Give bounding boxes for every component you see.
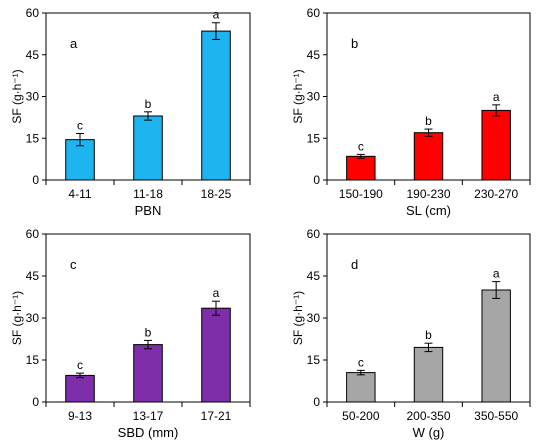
bar	[481, 289, 511, 403]
significance-letter: a	[493, 90, 500, 104]
y-tick-label: 45	[26, 48, 40, 62]
panel-label: b	[351, 36, 358, 51]
panel-label: c	[70, 257, 77, 272]
x-tick-label: 9-13	[68, 409, 92, 423]
x-tick-label: 13-17	[133, 409, 164, 423]
significance-letter: b	[425, 114, 432, 128]
bar	[481, 109, 511, 181]
x-tick-label: 50-200	[342, 409, 380, 423]
y-tick-label: 0	[313, 173, 320, 187]
significance-letter: c	[358, 355, 364, 369]
bar	[346, 372, 376, 403]
x-axis-label: W (g)	[413, 425, 445, 440]
significance-letter: c	[77, 119, 83, 133]
x-tick-label: 200-350	[406, 409, 450, 423]
y-tick-label: 30	[26, 90, 40, 104]
y-tick-label: 45	[307, 269, 321, 283]
x-tick-label: 150-190	[339, 187, 383, 201]
x-tick-label: 11-18	[133, 187, 163, 201]
y-axis-label: SF (g·h⁻¹)	[291, 291, 305, 345]
bar	[413, 132, 444, 181]
y-tick-label: 0	[32, 173, 39, 187]
bar	[413, 346, 444, 403]
y-tick-label: 45	[26, 269, 40, 283]
significance-letter: b	[145, 97, 152, 111]
y-tick-label: 45	[307, 48, 321, 62]
x-tick-label: 190-230	[406, 187, 450, 201]
bar	[201, 30, 231, 181]
bar	[346, 155, 376, 181]
x-tick-label: 230-270	[474, 187, 518, 201]
y-tick-label: 30	[26, 311, 40, 325]
y-tick-label: 15	[26, 353, 40, 367]
y-tick-label: 15	[307, 131, 321, 145]
x-axis-label: SL (cm)	[406, 203, 451, 218]
significance-letter: a	[493, 267, 500, 281]
y-tick-label: 60	[307, 6, 321, 20]
bar	[201, 307, 231, 403]
x-axis-label: SBD (mm)	[118, 425, 179, 440]
x-tick-label: 350-550	[474, 409, 518, 423]
y-tick-label: 60	[26, 227, 40, 241]
panel-label: a	[70, 36, 78, 51]
significance-letter: a	[213, 286, 220, 300]
y-tick-label: 0	[313, 395, 320, 409]
x-tick-label: 17-21	[201, 409, 232, 423]
panel-label: d	[351, 257, 358, 272]
bar	[133, 344, 163, 403]
y-axis-label: SF (g·h⁻¹)	[10, 69, 24, 123]
significance-letter: c	[358, 139, 364, 153]
y-tick-label: 0	[32, 395, 39, 409]
y-tick-label: 60	[307, 227, 321, 241]
y-axis-label: SF (g·h⁻¹)	[291, 69, 305, 123]
significance-letter: b	[425, 328, 432, 342]
y-tick-label: 30	[307, 311, 321, 325]
x-axis-label: PBN	[135, 203, 162, 218]
y-tick-label: 30	[307, 90, 321, 104]
significance-letter: c	[77, 358, 83, 372]
x-tick-label: 18-25	[201, 187, 232, 201]
y-tick-label: 15	[26, 131, 40, 145]
x-tick-label: 4-11	[68, 187, 91, 201]
bar	[65, 374, 95, 403]
y-tick-label: 60	[26, 6, 40, 20]
significance-letter: b	[145, 325, 152, 339]
y-tick-label: 15	[307, 353, 321, 367]
y-axis-label: SF (g·h⁻¹)	[10, 291, 24, 345]
bar	[133, 115, 163, 181]
significance-letter: a	[213, 8, 220, 22]
